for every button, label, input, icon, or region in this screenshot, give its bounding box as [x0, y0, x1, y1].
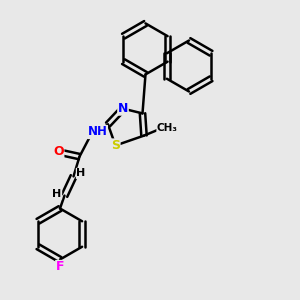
- Text: NH: NH: [88, 125, 107, 139]
- Text: CH₃: CH₃: [157, 123, 178, 133]
- Text: H: H: [76, 168, 85, 178]
- Text: O: O: [53, 145, 64, 158]
- Text: S: S: [111, 139, 120, 152]
- Text: N: N: [118, 102, 128, 115]
- Text: F: F: [56, 260, 64, 274]
- Text: H: H: [52, 189, 62, 199]
